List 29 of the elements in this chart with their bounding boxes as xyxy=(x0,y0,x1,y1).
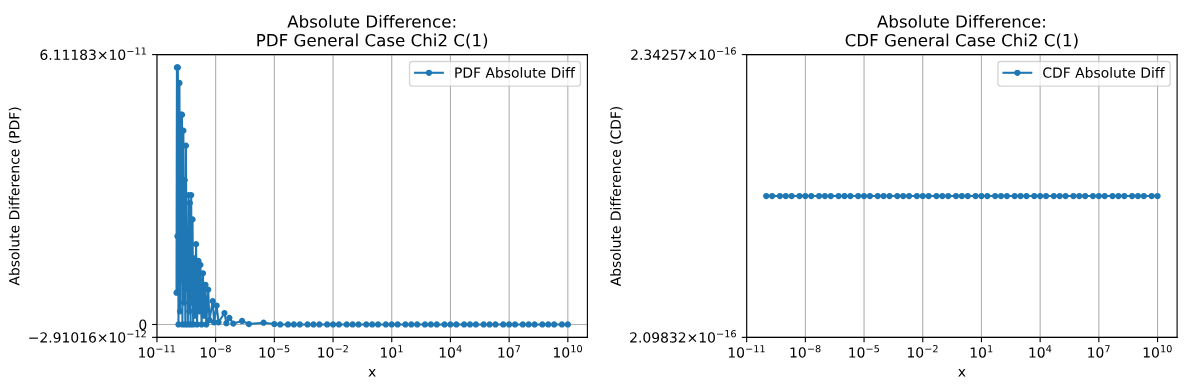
x-tick-label: 10$^{−11}$ xyxy=(728,345,765,358)
y-tick-label: 2.34257×10$^{−16}$ xyxy=(631,47,736,60)
legend-label: PDF Absolute Diff xyxy=(455,67,576,78)
legend-label: CDF Absolute Diff xyxy=(1043,67,1165,78)
x-tick-label: 10$^{4}$ xyxy=(439,345,462,358)
y-axis-title: Absolute Difference (PDF) xyxy=(8,107,22,286)
x-tick-label: 10$^{10}$ xyxy=(1143,344,1172,358)
x-axis-title: x xyxy=(958,369,966,377)
x-tick-label: 10$^{−8}$ xyxy=(200,344,231,358)
x-tick-label: 10$^{−2}$ xyxy=(907,344,938,358)
x-tick-label: 10$^{10}$ xyxy=(554,344,583,358)
chart-title: Absolute Difference: PDF General Case Chi2 C(1) xyxy=(257,14,488,49)
x-tick-label: 10$^{−8}$ xyxy=(790,344,821,358)
y-tick-label: 0 xyxy=(139,319,147,330)
x-tick-label: 10$^{7}$ xyxy=(1088,345,1110,358)
y-tick-label: −2.91016×10$^{−12}$ xyxy=(29,329,146,343)
x-tick-label: 10$^{−11}$ xyxy=(139,345,175,358)
chart-title: Absolute Difference: CDF General Case Chi2 C(1) xyxy=(845,14,1078,49)
x-tick-label: 10$^{−5}$ xyxy=(849,345,880,358)
x-tick-label: 10$^{−2}$ xyxy=(318,344,348,358)
x-tick-label: 10$^{1}$ xyxy=(381,345,403,358)
y-axis-title: Absolute Difference (CDF) xyxy=(610,106,623,287)
x-tick-label: 10$^{7}$ xyxy=(498,345,521,358)
x-axis-title: x xyxy=(368,369,376,377)
x-tick-label: 10$^{4}$ xyxy=(1029,345,1052,358)
y-tick-label: 2.09832×10$^{−16}$ xyxy=(630,329,736,343)
x-tick-label: 10$^{1}$ xyxy=(970,345,993,358)
x-tick-label: 10$^{−5}$ xyxy=(259,345,290,358)
y-tick-label: 6.11183×10$^{−11}$ xyxy=(40,47,146,60)
